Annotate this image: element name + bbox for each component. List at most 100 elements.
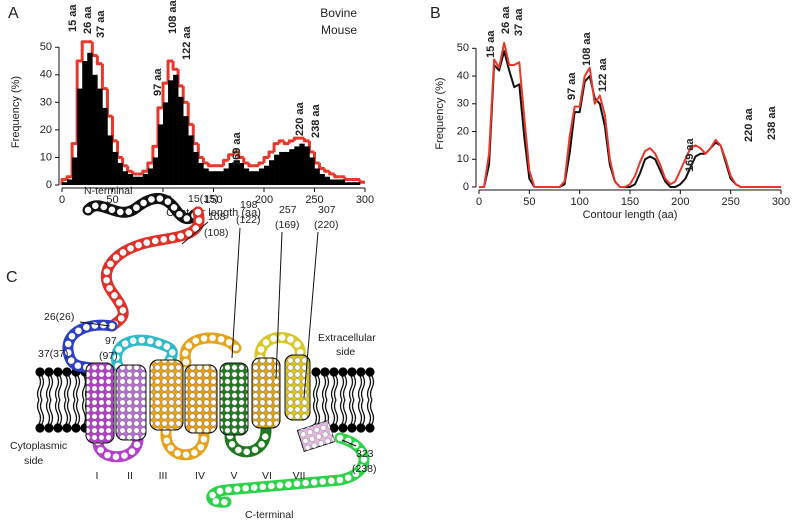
histogram-bar	[77, 88, 83, 185]
lipid-tail	[339, 399, 348, 425]
y-tick-label: 50	[457, 42, 469, 54]
lipid-head	[35, 423, 45, 433]
lipid-tail	[321, 375, 330, 401]
histogram-bar	[122, 171, 128, 185]
lipid-tail	[63, 375, 72, 401]
lipid-tail	[312, 399, 321, 425]
n-terminal-label: N-terminal	[84, 185, 132, 197]
panel-label: C	[6, 269, 18, 286]
site-label: (169)	[275, 219, 300, 231]
site-label: 15(15)	[188, 193, 218, 205]
x-tick-label: 100	[570, 196, 588, 208]
histogram-bar	[142, 173, 149, 185]
x-tick-label: 250	[305, 194, 323, 206]
lipid-tail	[72, 399, 81, 425]
y-tick-label: 0	[463, 181, 469, 193]
residues	[113, 336, 176, 370]
annotation: 37 aa	[95, 10, 107, 38]
lipid-tail	[63, 399, 72, 425]
histogram-step	[80, 40, 88, 62]
leader	[303, 231, 319, 399]
annotation: 15 aa	[485, 30, 497, 58]
histogram-step	[227, 153, 234, 161]
lipid-head	[35, 367, 45, 377]
lipid-tail	[330, 375, 339, 401]
histogram-bar	[294, 146, 300, 185]
histogram-bar	[168, 80, 174, 185]
panel-label: B	[430, 5, 441, 22]
helix-residues	[284, 354, 311, 421]
histogram-step	[292, 136, 300, 141]
histogram-bar	[193, 151, 199, 185]
site-label: (97)	[99, 350, 118, 362]
residues	[256, 334, 304, 362]
legend-entry: Mouse	[321, 23, 357, 37]
histogram-bar	[178, 96, 184, 185]
lipid-tail	[348, 399, 357, 425]
x-tick-label: 300	[356, 194, 374, 206]
histogram-bar	[72, 157, 78, 185]
y-tick-label: 20	[40, 124, 52, 136]
histogram-step	[161, 81, 169, 108]
lipid-head	[320, 367, 330, 377]
histogram-bar	[203, 168, 209, 185]
residues	[103, 208, 203, 330]
histogram-step	[277, 139, 285, 144]
lipid-tail	[339, 375, 348, 401]
helix-residues	[149, 359, 184, 431]
extracellular-label: side	[336, 346, 355, 358]
x-tick-label: 150	[204, 194, 222, 206]
line-series	[479, 50, 781, 188]
histogram-bar	[92, 74, 98, 185]
histogram-bar	[349, 182, 356, 185]
annotation: 108 aa	[167, 0, 179, 34]
annotation: 122 aa	[597, 57, 609, 92]
histogram-step	[171, 61, 179, 71]
histogram-bar	[132, 176, 139, 185]
histogram-step	[131, 171, 138, 176]
helix-8-residues	[297, 420, 335, 452]
leader	[181, 221, 209, 245]
histogram-step	[343, 176, 350, 181]
helix-residues	[219, 362, 249, 436]
x-tick-label: 0	[59, 194, 65, 206]
annotation: 97 aa	[566, 72, 578, 100]
annotation: 26 aa	[500, 6, 512, 34]
lipid-head	[338, 423, 348, 433]
lipid-tail	[366, 375, 375, 401]
x-tick-label: 50	[106, 194, 118, 206]
y-axis-title: Frequency (%)	[10, 76, 22, 148]
histogram-bar	[223, 168, 229, 185]
histogram-step	[333, 173, 340, 179]
histogram-step	[272, 142, 280, 152]
histogram-bar	[188, 135, 194, 185]
histogram-step	[307, 140, 315, 154]
histogram-bar	[319, 173, 325, 185]
helix-label: VI	[262, 470, 272, 482]
extracellular-label: Extracellular	[318, 332, 376, 344]
histogram-bar	[248, 171, 255, 185]
histogram-bar	[284, 151, 290, 185]
annotation: 37 aa	[513, 8, 525, 36]
histogram-step	[267, 150, 275, 158]
histogram-step	[121, 157, 128, 168]
lipid-tail	[357, 375, 366, 401]
helix-residues	[184, 364, 218, 434]
lipid-head	[71, 423, 81, 433]
histogram-bar	[107, 135, 113, 185]
histogram-step	[222, 158, 229, 166]
site-label: 257	[279, 204, 297, 216]
y-tick-label: 30	[457, 98, 469, 110]
histogram-step	[191, 124, 199, 146]
lipid-head	[62, 367, 72, 377]
x-tick-label: 200	[671, 196, 689, 208]
helix-residues	[115, 364, 147, 441]
residues	[94, 436, 142, 460]
histogram-bar	[97, 88, 103, 185]
helix-label: VII	[293, 470, 306, 482]
residues	[181, 334, 240, 366]
histogram-step	[237, 151, 244, 159]
histogram-bar	[208, 171, 214, 185]
histogram-bar	[127, 173, 133, 185]
